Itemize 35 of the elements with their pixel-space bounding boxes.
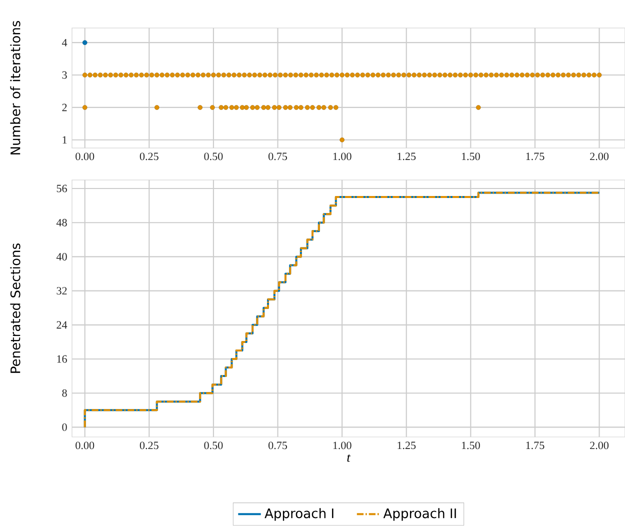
x-tick-label: 1.75 [526,442,544,450]
x-tick-label: 1.25 [398,152,416,160]
x-tick-label: 2.00 [590,442,609,450]
legend-label: Approach I [264,508,334,521]
x-tick-label: 0.50 [204,442,223,450]
x-axis-title: t [347,454,351,462]
legend-label: Approach II [383,508,456,521]
y-tick-label: 0 [62,423,67,431]
y-axis-title: Number of iterations [10,20,20,154]
y-tick-label: 4 [62,38,68,46]
y-tick-label: 1 [62,136,67,144]
x-tick-label: 0.00 [76,152,94,160]
x-tick-label: 0.25 [140,152,158,160]
x-tick-label: 2.00 [590,152,609,160]
y-tick-label: 16 [57,355,67,363]
x-tick-label: 1.75 [526,152,544,160]
y-tick-label: 40 [56,252,67,260]
y-tick-label: 8 [62,389,67,397]
x-tick-label: 1.00 [333,442,352,450]
x-tick-label: 1.50 [462,152,480,160]
y-tick-label: 2 [62,104,67,112]
y-tick-label: 32 [56,287,67,295]
x-tick-label: 1.25 [398,442,416,450]
x-tick-label: 0.50 [204,152,223,160]
y-axis-title: Penetrated Sections [10,244,20,373]
y-tick-label: 48 [56,218,67,226]
y-tick-label: 3 [62,71,67,79]
y-tick-label: 56 [56,184,67,192]
x-tick-label: 0.75 [268,442,288,450]
y-tick-label: 24 [56,321,68,329]
x-tick-label: 0.00 [76,442,94,450]
x-tick-label: 1.50 [462,442,480,450]
x-tick-label: 0.25 [140,442,158,450]
x-tick-label: 0.75 [268,152,288,160]
x-tick-label: 1.00 [333,152,352,160]
